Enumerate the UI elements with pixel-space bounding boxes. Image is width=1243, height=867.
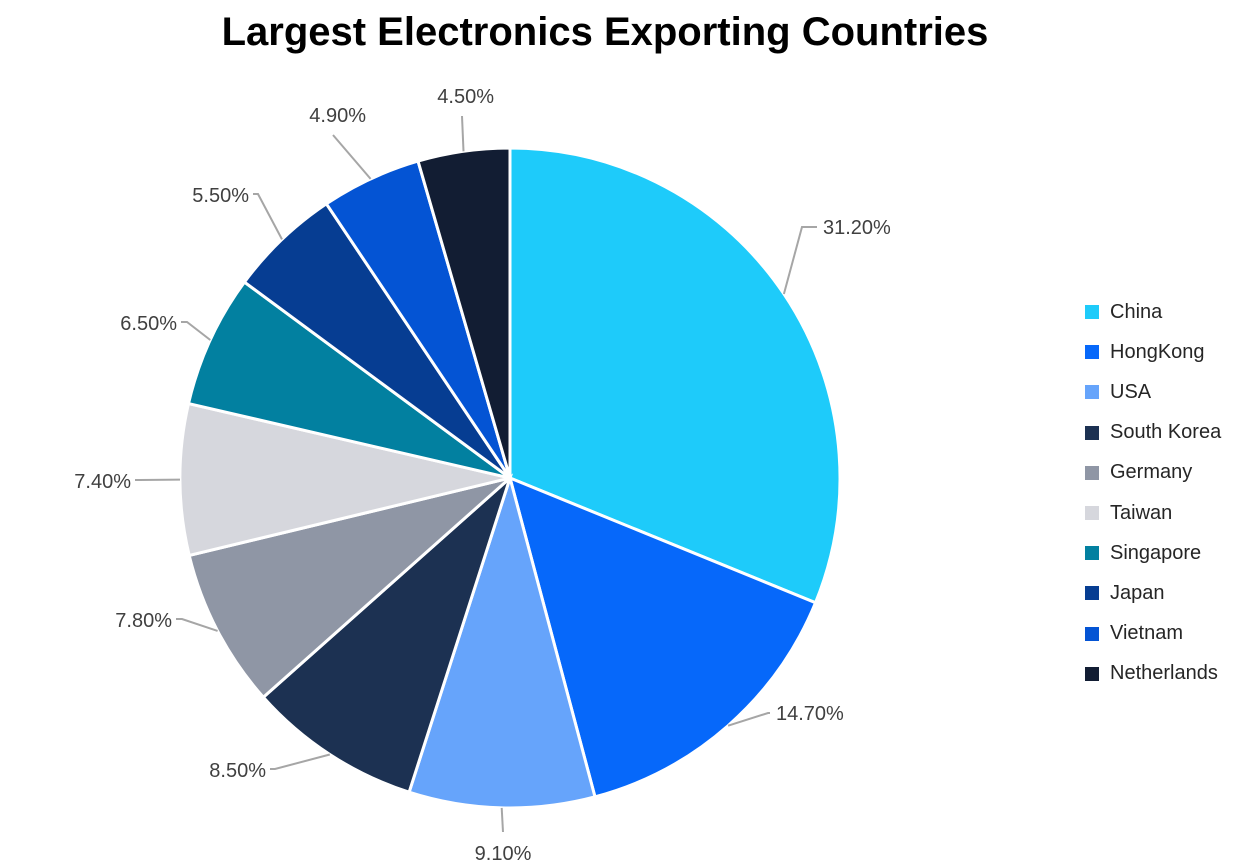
legend-swatch	[1085, 506, 1099, 521]
data-label: 4.50%	[437, 86, 494, 108]
data-label: 7.40%	[74, 471, 131, 493]
legend-item: USA	[1085, 372, 1221, 412]
pie-slice-china	[508, 146, 842, 605]
legend-item: HongKong	[1085, 332, 1221, 372]
pie-slice-taiwan	[178, 401, 511, 558]
data-label: 31.20%	[823, 217, 891, 239]
legend-item: Netherlands	[1085, 654, 1221, 694]
legend-item: Vietnam	[1085, 614, 1221, 654]
leader-line	[176, 618, 218, 632]
leader-line	[461, 115, 465, 152]
legend: China HongKong USA South Korea Germany Taiwan…	[1085, 292, 1221, 694]
legend-label: Singapore	[1110, 541, 1202, 564]
legend-label: Japan	[1110, 581, 1165, 604]
legend-swatch	[1085, 626, 1099, 641]
pie-slice-south-korea	[261, 473, 514, 795]
leader-line	[181, 321, 211, 341]
legend-swatch	[1085, 305, 1099, 320]
leader-line	[500, 807, 504, 833]
data-label: 6.50%	[120, 313, 177, 335]
legend-label: China	[1110, 300, 1163, 323]
data-label: 8.50%	[209, 760, 266, 782]
leader-lines	[135, 115, 817, 833]
legend-label: HongKong	[1110, 340, 1205, 363]
pie-slice-hongkong	[507, 475, 818, 799]
legend-label: South Korea	[1110, 421, 1222, 444]
legend-label: USA	[1110, 380, 1152, 403]
legend-item: Germany	[1085, 453, 1221, 493]
leader-line	[270, 753, 331, 770]
legend-item: Japan	[1085, 573, 1221, 613]
pie-slice-germany	[187, 476, 511, 700]
chart-title: Largest Electronics Exporting Countries	[221, 10, 989, 54]
leader-line	[727, 712, 770, 727]
legend-swatch	[1085, 465, 1099, 480]
legend-item: China	[1085, 292, 1221, 332]
data-label: 7.80%	[115, 610, 172, 632]
legend-swatch	[1085, 385, 1099, 400]
pie-slice-usa	[407, 472, 597, 810]
legend-label: Netherlands	[1110, 662, 1218, 685]
leader-line	[332, 134, 372, 180]
legend-swatch	[1085, 345, 1099, 360]
pie-slice-singapore	[186, 280, 511, 480]
legend-label: Germany	[1110, 461, 1193, 484]
data-labels: 31.20% 14.70% 9.10% 8.50% 7.80% 7.40% 6.50% 5.5…	[74, 86, 891, 865]
legend-swatch	[1085, 546, 1099, 561]
pie-slices	[178, 146, 842, 810]
legend-swatch	[1085, 425, 1099, 440]
legend-label: Vietnam	[1110, 622, 1184, 645]
data-label: 9.10%	[475, 843, 532, 865]
legend-item: Taiwan	[1085, 493, 1221, 533]
legend-swatch	[1085, 586, 1099, 601]
legend-swatch	[1085, 666, 1099, 681]
data-label: 5.50%	[192, 185, 249, 207]
leader-line	[253, 193, 283, 240]
legend-label: Taiwan	[1110, 501, 1173, 524]
legend-item: South Korea	[1085, 413, 1221, 453]
legend-item: Singapore	[1085, 533, 1221, 573]
pie-slice-netherlands	[416, 146, 512, 479]
data-label: 4.90%	[309, 105, 366, 127]
data-label: 14.70%	[776, 703, 844, 725]
leader-line	[782, 226, 817, 295]
